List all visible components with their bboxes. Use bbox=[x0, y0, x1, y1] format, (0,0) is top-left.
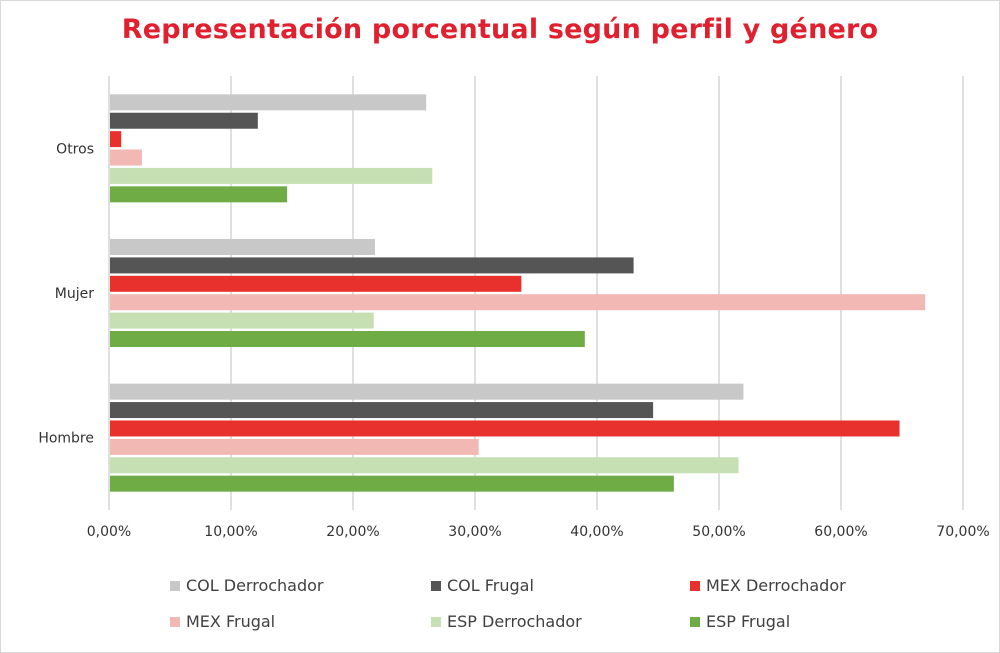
bar-hombre-col-derrochador bbox=[110, 383, 744, 400]
x-tick-label: 10,00% bbox=[204, 524, 257, 540]
legend-label: COL Derrochador bbox=[186, 576, 324, 595]
bar-hombre-mex-frugal bbox=[110, 438, 479, 455]
bar-mujer-mex-derrochador bbox=[110, 275, 522, 292]
x-tick-label: 70,00% bbox=[936, 524, 989, 540]
legend-item-mex-derrochador: MEX Derrochador bbox=[690, 576, 846, 595]
x-tick-label: 0,00% bbox=[87, 524, 131, 540]
x-tick-label: 50,00% bbox=[692, 524, 745, 540]
bar-mujer-col-derrochador bbox=[110, 239, 375, 255]
y-category-label: Hombre bbox=[38, 431, 94, 447]
bar-otros-mex-frugal bbox=[110, 149, 142, 166]
bar-hombre-mex-derrochador bbox=[110, 420, 900, 437]
bar-hombre-col-frugal bbox=[110, 402, 654, 419]
legend-label: COL Frugal bbox=[447, 576, 534, 595]
legend-swatch bbox=[431, 580, 441, 591]
bar-hombre-esp-frugal bbox=[110, 475, 674, 492]
legend-label: ESP Frugal bbox=[706, 612, 791, 631]
bar-mujer-esp-derrochador bbox=[110, 312, 374, 329]
y-category-label: Otros bbox=[56, 141, 94, 157]
legend-item-esp-frugal: ESP Frugal bbox=[690, 612, 790, 631]
bar-chart: 0,00% 10,00% 20,00% 30,00% 40,00% 50,00% 60,00… bbox=[38, 76, 990, 540]
chart-legend: COL Derrochador COL Frugal MEX Derrochador… bbox=[0, 566, 1000, 646]
legend-label: ESP Derrochador bbox=[447, 612, 582, 631]
x-tick-label: 40,00% bbox=[570, 524, 623, 540]
bar-otros-col-frugal bbox=[110, 112, 258, 129]
x-tick-label: 60,00% bbox=[814, 524, 867, 540]
bar-otros-esp-derrochador bbox=[110, 167, 433, 184]
legend-swatch bbox=[170, 580, 180, 591]
legend-swatch bbox=[690, 616, 700, 627]
bar-otros-esp-frugal bbox=[110, 186, 288, 203]
bar-mujer-mex-frugal bbox=[110, 294, 926, 311]
legend-label: MEX Derrochador bbox=[706, 576, 846, 595]
legend-swatch bbox=[170, 616, 180, 627]
bar-mujer-esp-frugal bbox=[110, 331, 585, 347]
bar-otros-col-derrochador bbox=[110, 94, 427, 111]
legend-swatch bbox=[690, 580, 700, 591]
chart-title: Representación porcentual según perfil y… bbox=[121, 14, 879, 45]
bar-otros-mex-derrochador bbox=[110, 131, 122, 148]
y-category-label: Mujer bbox=[55, 286, 94, 302]
legend-label: MEX Frugal bbox=[186, 612, 276, 631]
x-tick-label: 30,00% bbox=[448, 524, 501, 540]
legend-item-col-frugal: COL Frugal bbox=[431, 576, 534, 595]
legend-item-col-derrochador: COL Derrochador bbox=[170, 576, 324, 595]
legend-item-esp-derrochador: ESP Derrochador bbox=[431, 612, 582, 631]
bar-hombre-esp-derrochador bbox=[110, 457, 739, 474]
x-tick-label: 20,00% bbox=[326, 524, 379, 540]
legend-item-mex-frugal: MEX Frugal bbox=[170, 612, 275, 631]
legend-swatch bbox=[431, 616, 441, 627]
bar-mujer-col-frugal bbox=[110, 257, 634, 274]
